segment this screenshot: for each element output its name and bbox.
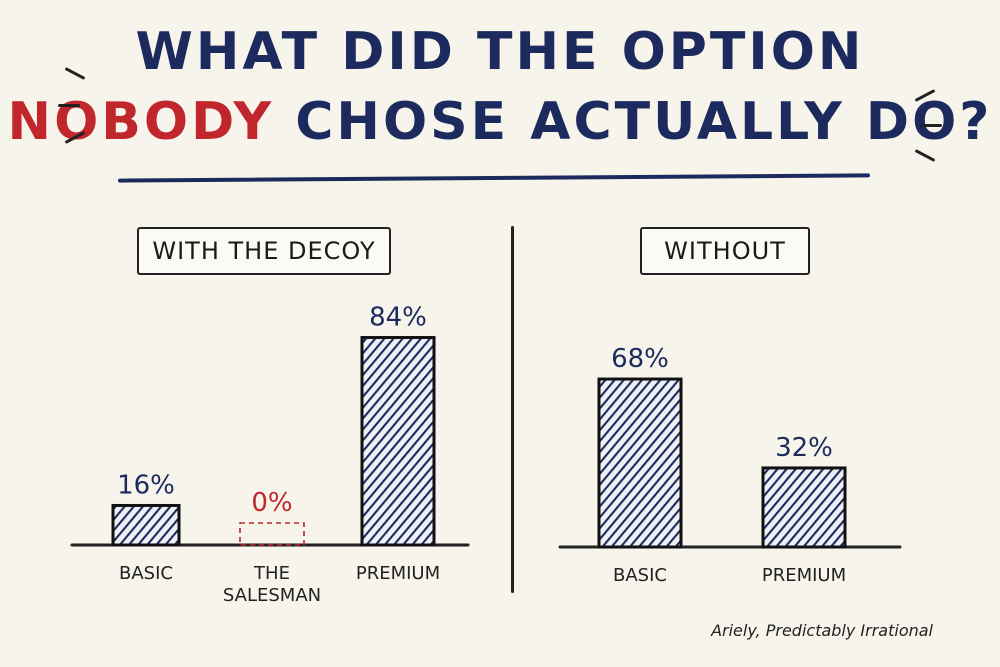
panel-label-with-decoy: WITH THE DECOY xyxy=(137,227,391,275)
title-accent-word: NOBODY xyxy=(7,92,275,152)
panel-divider xyxy=(511,226,514,593)
emphasis-tick-left-mid xyxy=(58,104,80,107)
category-label-with-decoy-premium-line-1: PREMIUM xyxy=(356,563,440,584)
emphasis-tick-right-mid xyxy=(920,124,942,127)
value-label-with-decoy-the-salesman: 0% xyxy=(251,488,292,518)
title-rest: CHOSE ACTUALLY DO? xyxy=(295,92,993,152)
category-label-with-decoy-basic-line-1: BASIC xyxy=(119,563,173,584)
category-label-without-premium-line-1: PREMIUM xyxy=(762,565,846,586)
bar-with-decoy-basic xyxy=(111,503,181,547)
panel-label-without: WITHOUT xyxy=(640,227,810,275)
value-label-with-decoy-premium: 84% xyxy=(369,303,427,333)
bar-with-decoy-premium xyxy=(360,336,436,547)
value-label-with-decoy-basic: 16% xyxy=(117,470,175,500)
bar-without-basic xyxy=(597,377,683,549)
chart-title-line-2: NOBODY CHOSE ACTUALLY DO? xyxy=(0,92,1000,152)
category-label-with-decoy-the-salesman-line-2: SALESMAN xyxy=(223,585,321,606)
category-label-with-decoy-the-salesman-line-1: THE xyxy=(253,563,290,584)
value-label-without-premium: 32% xyxy=(775,433,833,463)
chart-title-line-1: WHAT DID THE OPTION xyxy=(135,22,865,82)
bar-with-decoy-the-salesman xyxy=(239,522,305,546)
value-label-without-basic: 68% xyxy=(611,344,669,374)
bar-without-premium xyxy=(761,466,847,549)
category-label-without-basic-line-1: BASIC xyxy=(613,565,667,586)
source-credit: Ariely, Predictably Irrational xyxy=(711,621,933,640)
